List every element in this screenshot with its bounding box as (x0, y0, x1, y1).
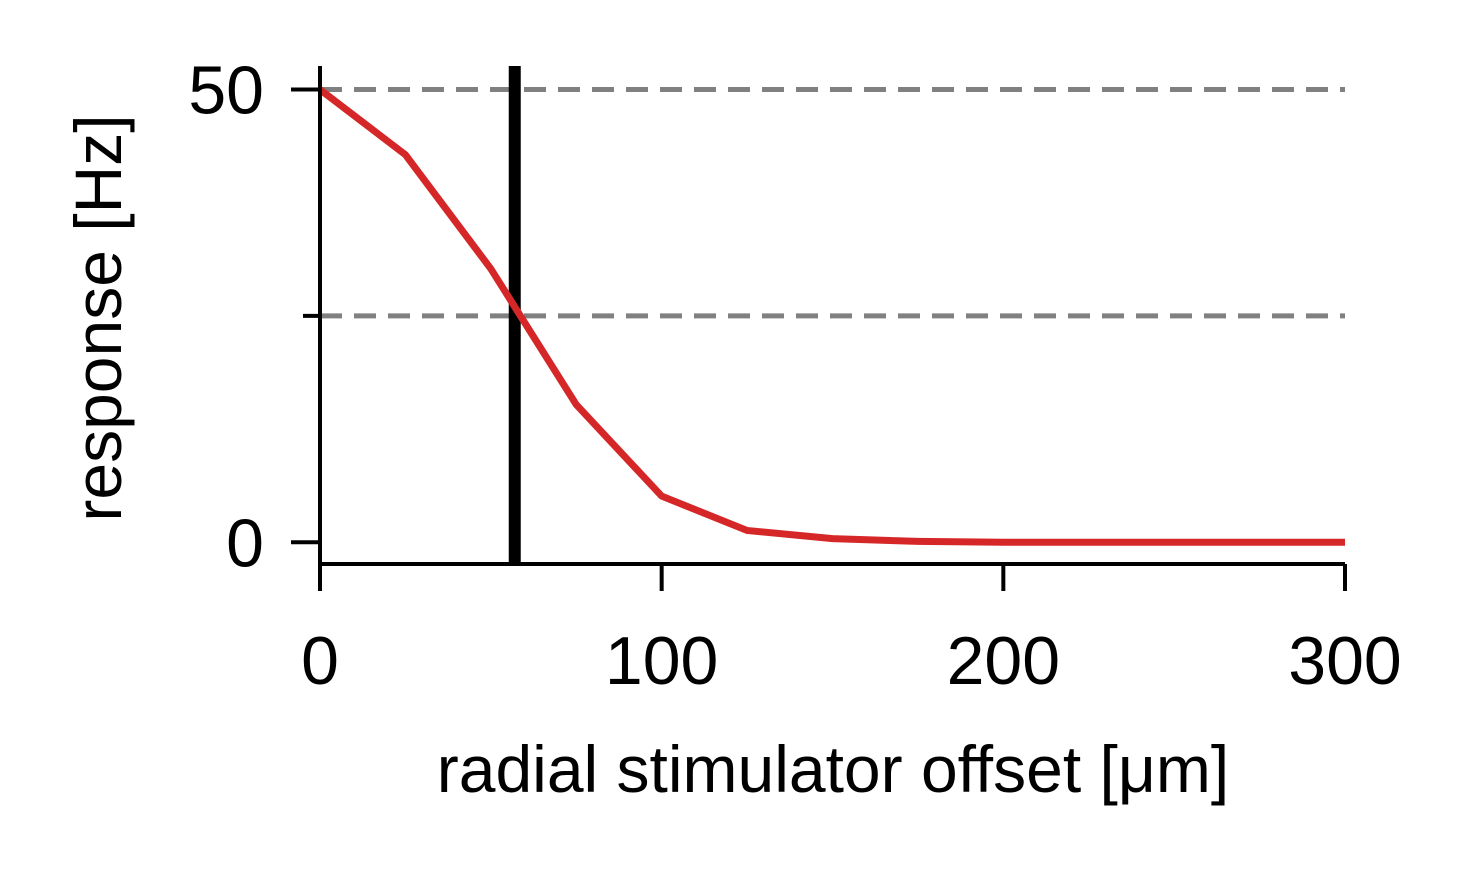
y-tick-label-0: 0 (226, 505, 264, 581)
data-series (317, 86, 1345, 546)
x-tick-label-0: 0 (301, 623, 339, 699)
x-tick-label-200: 200 (947, 623, 1060, 699)
x-ticks: 0 100 200 300 (301, 564, 1402, 699)
y-tick-label-50: 50 (188, 53, 264, 129)
x-tick-label-100: 100 (605, 623, 718, 699)
x-axis-label: radial stimulator offset [μm] (437, 732, 1229, 806)
reference-lines (320, 66, 1345, 564)
x-tick-label-300: 300 (1288, 623, 1401, 699)
y-axis-label: response [Hz] (61, 114, 135, 521)
series-line-0 (317, 86, 1345, 546)
y-ticks: 0 50 (188, 53, 320, 581)
